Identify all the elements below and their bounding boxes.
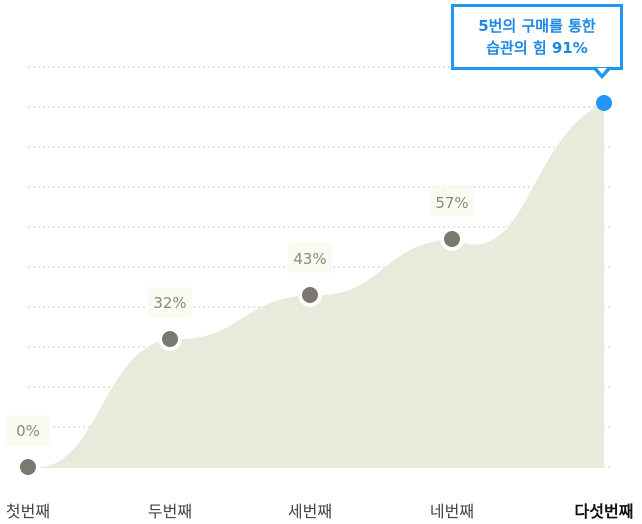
data-labels: 0% 32% 43% 57% — [6, 187, 474, 445]
data-label: 0% — [16, 422, 40, 440]
data-points — [16, 95, 612, 479]
data-point — [20, 459, 36, 475]
data-point — [162, 331, 178, 347]
data-label-bg — [6, 415, 50, 445]
x-tick-label: 두번째 — [148, 502, 192, 521]
data-label: 57% — [435, 194, 468, 212]
data-point-highlight — [596, 95, 612, 111]
data-point — [444, 231, 460, 247]
x-tick-label: 첫번째 — [6, 502, 50, 521]
callout-line-1: 5번의 구매를 통한 — [478, 17, 596, 35]
callout-line-2: 습관의 힘 91% — [486, 39, 588, 57]
data-label-bg — [148, 287, 192, 317]
x-tick-label: 세번째 — [288, 502, 332, 521]
x-tick-label: 네번째 — [430, 502, 474, 521]
data-label: 43% — [293, 250, 326, 268]
highlight-callout: 5번의 구매를 통한 습관의 힘 91% — [451, 4, 623, 70]
data-label-bg — [288, 243, 332, 273]
data-point — [302, 287, 318, 303]
callout-pointer-inner — [597, 68, 607, 74]
x-tick-label: 다섯번째 — [575, 502, 634, 521]
callout-pointer — [593, 69, 611, 79]
data-label-bg — [430, 187, 474, 217]
x-axis: 첫번째 두번째 세번째 네번째 다섯번째 — [6, 502, 634, 521]
data-label: 32% — [153, 294, 186, 312]
area-fill — [28, 103, 604, 468]
